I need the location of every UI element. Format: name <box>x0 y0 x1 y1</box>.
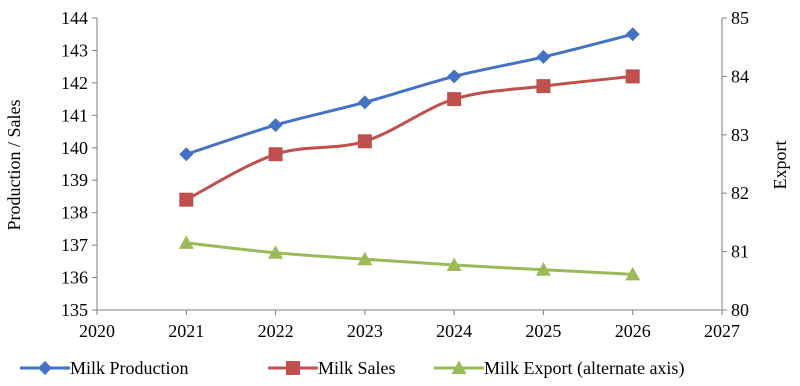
legend-item: Milk Production <box>20 358 189 378</box>
data-point <box>179 192 194 207</box>
data-point <box>357 251 373 266</box>
legend-swatch-marker <box>451 360 467 374</box>
y2-tick-label: 83 <box>731 125 749 145</box>
data-point <box>179 147 194 162</box>
legend-swatch-marker <box>38 361 52 375</box>
y2-tick-label: 84 <box>731 66 749 86</box>
y2-tick-label: 80 <box>731 300 749 320</box>
data-point <box>268 118 283 133</box>
series-layer <box>178 27 641 281</box>
y-tick-label: 143 <box>61 40 88 60</box>
x-tick-label: 2025 <box>525 321 561 341</box>
y-tick-label: 135 <box>61 300 88 320</box>
legend-swatch-marker <box>286 361 300 375</box>
y-tick-label: 138 <box>61 203 88 223</box>
series-1 <box>179 69 640 207</box>
series-2 <box>178 235 641 281</box>
y-tick-label: 140 <box>61 138 88 158</box>
x-tick-label: 2026 <box>615 321 651 341</box>
legend-label: Milk Export (alternate axis) <box>484 358 684 379</box>
y-tick-label: 139 <box>61 170 88 190</box>
y2-axis-title: Export <box>770 141 790 190</box>
x-tick-label: 2023 <box>347 321 383 341</box>
x-tick-label: 2020 <box>79 321 115 341</box>
x-tick-label: 2022 <box>258 321 294 341</box>
data-point <box>536 49 551 64</box>
y-tick-label: 144 <box>61 8 88 28</box>
y2-tick-label: 81 <box>731 242 749 262</box>
x-tick-label: 2021 <box>168 321 204 341</box>
x-tick-label: 2027 <box>704 321 740 341</box>
y2-tick-label: 82 <box>731 183 749 203</box>
legend: Milk Production Milk Sales Milk Export (al… <box>20 358 684 379</box>
data-point <box>625 266 641 281</box>
y2-tick-label: 85 <box>731 8 749 28</box>
series-0 <box>179 27 640 162</box>
data-point <box>357 134 372 149</box>
data-point <box>535 262 551 276</box>
x-tick-label: 2024 <box>436 321 472 341</box>
data-point <box>625 27 640 42</box>
data-point <box>178 235 194 249</box>
y-tick-label: 142 <box>61 73 88 93</box>
data-point <box>447 69 462 84</box>
data-point <box>625 69 640 84</box>
series-line <box>186 241 633 276</box>
series-line <box>185 32 634 156</box>
data-point <box>446 257 462 272</box>
y-tick-label: 141 <box>61 105 88 125</box>
series-line <box>185 74 633 202</box>
y-tick-label: 137 <box>61 235 88 255</box>
y-axis-title: Production / Sales <box>4 100 24 231</box>
y-tick-label: 136 <box>61 268 88 288</box>
data-point <box>357 95 372 110</box>
data-point <box>536 79 551 94</box>
data-point <box>447 92 462 107</box>
axes: 135 136 137 138 139 140 141 142 143 144 80 81 82 83 84… <box>61 8 749 341</box>
data-point <box>268 147 283 162</box>
data-point <box>268 245 284 259</box>
legend-label: Milk Production <box>70 358 189 378</box>
legend-item: Milk Export (alternate axis) <box>434 358 684 379</box>
legend-item: Milk Sales <box>268 358 396 378</box>
legend-label: Milk Sales <box>318 358 396 378</box>
